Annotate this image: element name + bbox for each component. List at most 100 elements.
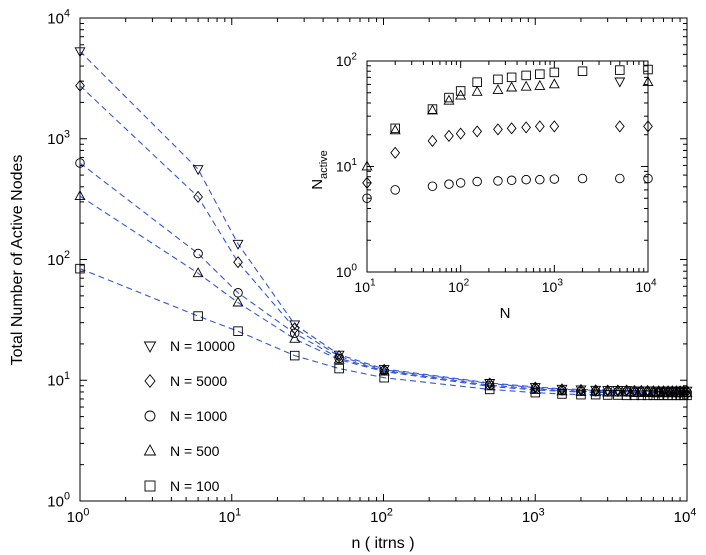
main-legend: N = 10000 N = 5000 N = 1000 N = 500 N = … [143, 338, 235, 494]
inset-data-point-triangle-up [642, 76, 654, 87]
main-y-tick-label-exponent: 0 [64, 491, 70, 503]
data-point-series-2 [75, 158, 85, 168]
main-y-axis-label: Total Number of Active Nodes [9, 155, 26, 366]
legend-marker-diamond [144, 374, 156, 388]
data-point-series-2 [289, 328, 300, 339]
inset-data-point-triangle-up [455, 89, 467, 100]
main-y-tick-label-exponent: 4 [64, 8, 70, 20]
data-point-series-3 [378, 365, 390, 376]
legend-marker-triangle-down [143, 341, 157, 353]
data-point-series-4 [590, 389, 601, 400]
data-point-series-4 [629, 390, 640, 401]
data-point-series-1 [334, 350, 345, 363]
inset-x-tick-label-base: 10 [542, 279, 558, 295]
legend-label-n10000: N = 10000 [170, 338, 235, 354]
main-plot-frame [79, 17, 688, 502]
fit-line-series-0 [79, 50, 687, 392]
inset-data-point-square [493, 74, 503, 85]
inset-x-tick-label-base: 10 [448, 279, 464, 295]
inset-data-point-square [535, 69, 545, 79]
main-y-tick-label-base: 10 [47, 493, 64, 510]
main-y-tick-label-base: 10 [47, 252, 64, 269]
inset-data-point-square [472, 77, 482, 87]
main-y-tick-label-base: 10 [47, 131, 64, 148]
inset-data-point-circle [577, 173, 588, 184]
inset-data-point-triangle-up [426, 104, 438, 115]
data-point-series-3 [647, 387, 659, 398]
inset-x-axis-label: N [500, 305, 511, 322]
main-x-tick-label-base: 10 [370, 509, 387, 526]
main-x-tick-label-exponent: 4 [690, 506, 696, 518]
inset-x-tick-label-exponent: 2 [464, 278, 470, 289]
main-y-tick-label-base: 10 [47, 373, 64, 390]
inset-data-point-triangle-up [492, 83, 504, 94]
data-point-series-4 [602, 390, 613, 400]
inset-x-tick-label: 103 [542, 278, 564, 295]
fit-line-series-2 [79, 162, 687, 394]
inset-y-tick-label: 101 [336, 157, 358, 174]
legend-marker-circle [144, 410, 156, 422]
inset-x-tick-label-base: 10 [354, 279, 370, 295]
data-point-series-3 [192, 267, 204, 278]
inset-data-point-square [390, 123, 400, 134]
inset-y-tick-label-exponent: 2 [351, 52, 357, 63]
main-x-tick-label-exponent: 3 [539, 506, 545, 518]
inset-data-point-circle [362, 193, 372, 204]
main-x-tick-label: 102 [370, 506, 393, 526]
inset-data-point-circle [535, 174, 545, 185]
data-point-series-4 [621, 390, 632, 401]
main-x-tick-label-base: 10 [218, 509, 235, 526]
main-x-tick-label: 104 [674, 506, 697, 526]
data-point-series-2 [193, 248, 203, 259]
inset-y-axis-label-main: N [309, 179, 326, 190]
data-point-series-3 [602, 386, 614, 397]
inset-data-point-circle [549, 174, 560, 184]
inset-y-axis-label: Nactive [309, 150, 330, 190]
inset-data-point-square [506, 72, 517, 83]
main-y-tick-label-base: 10 [47, 10, 64, 27]
inset-data-point-triangle-up [361, 160, 373, 171]
data-point-series-4 [233, 326, 243, 336]
data-point-series-3 [556, 385, 568, 396]
data-point-series-4 [682, 390, 692, 401]
data-point-series-3 [621, 386, 633, 397]
inset-y-tick-label-base: 10 [336, 53, 352, 69]
inset-data-point-square [549, 67, 560, 78]
legend-label-n100: N = 100 [170, 478, 220, 494]
inset-data-point-circle [643, 173, 653, 184]
inset-data-point-diamond [493, 123, 503, 136]
inset-x-tick-label: 104 [635, 278, 657, 295]
main-x-tick-label: 101 [218, 506, 241, 526]
main-y-tick-label: 101 [47, 370, 70, 390]
inset-data-point-diamond [444, 129, 454, 142]
main-y-tick-label-exponent: 2 [64, 249, 70, 261]
inset-data-point-circle [390, 185, 400, 195]
inset-y-tick-label: 100 [336, 263, 358, 280]
inset-data-point-square [577, 66, 588, 76]
main-y-tick-label: 103 [47, 128, 70, 148]
inset-data-point-circle [493, 176, 503, 186]
inset-data-point-square [444, 92, 454, 103]
data-point-series-3 [289, 332, 301, 343]
data-point-series-4 [648, 390, 659, 401]
inset-data-point-diamond [390, 146, 401, 159]
legend-markers [143, 341, 157, 492]
inset-x-tick-label: 101 [354, 278, 376, 295]
data-point-series-3 [333, 353, 345, 364]
legend-marker-triangle-up [143, 444, 157, 456]
inset-y-tick-label-exponent: 0 [351, 263, 357, 274]
legend-label-n5000: N = 5000 [170, 373, 227, 389]
inset-data-point-triangle-up [534, 79, 546, 90]
main-y-tick-label: 104 [47, 8, 70, 28]
main-x-tick-label-exponent: 1 [235, 506, 241, 518]
legend-label-n500: N = 500 [170, 443, 220, 459]
main-y-tick-label: 100 [47, 491, 70, 511]
inset-y-tick-label-exponent: 1 [351, 157, 357, 168]
main-y-tick-label-exponent: 3 [64, 128, 70, 140]
inset-data-markers [361, 64, 654, 204]
data-point-series-4 [484, 384, 495, 395]
inset-data-point-circle [521, 174, 531, 185]
main-x-tick-label-exponent: 2 [387, 506, 393, 518]
inset-data-point-diamond [643, 120, 653, 133]
